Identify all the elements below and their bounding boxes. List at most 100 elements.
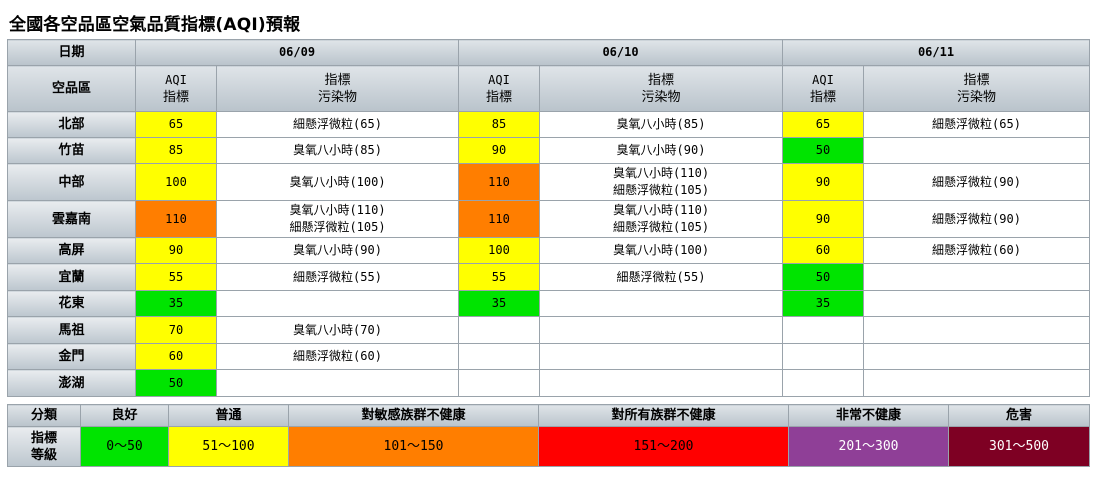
pollutant-cell: 細懸浮微粒(55) — [539, 263, 783, 291]
aqi-value-cell: 65 — [135, 111, 217, 138]
aqi-index-label: 指標 — [809, 89, 836, 105]
aqi-value-cell: 100 — [458, 237, 540, 264]
pollutant-cell: 臭氧八小時(100) — [216, 163, 459, 201]
aqi-value-cell — [782, 343, 864, 370]
pollutant-index-label: 指標 — [324, 72, 351, 88]
pollutant-cell — [863, 369, 1090, 397]
legend-level-range: 0～50 — [80, 426, 169, 467]
table-row: 北部 65 細懸浮微粒(65) 85 臭氧八小時(85) 65 細懸浮微粒(65) — [7, 111, 1090, 138]
legend-index-label-1: 指標 — [30, 430, 57, 446]
aqi-value-cell: 90 — [782, 200, 864, 238]
pollutant-column-header: 指標 污染物 — [216, 65, 459, 112]
aqi-value-cell: 50 — [782, 137, 864, 164]
legend-level-range: 51～100 — [168, 426, 289, 467]
pollutant-cell: 臭氧八小時(100) — [539, 237, 783, 264]
table-row: 宜蘭 55 細懸浮微粒(55) 55 細懸浮微粒(55) 50 — [7, 263, 1090, 291]
pollutant-cell — [863, 316, 1090, 344]
pollutant-cell: 臭氧八小時(110) 細懸浮微粒(105) — [216, 200, 459, 238]
aqi-value-cell — [458, 369, 540, 397]
pollutant-cell — [863, 290, 1090, 317]
column-header-row: 空品區 AQI 指標 指標 污染物 AQI 指標 指標 污染物 AQI 指標 指標 污染物 — [7, 65, 1090, 112]
forecast-body: 北部 65 細懸浮微粒(65) 85 臭氧八小時(85) 65 細懸浮微粒(65) 竹苗 85 臭… — [7, 111, 1090, 397]
aqi-label: AQI — [812, 72, 834, 87]
aqi-value-cell — [782, 369, 864, 397]
legend-category-label: 分類 — [7, 404, 81, 427]
pollutant-cell — [216, 369, 459, 397]
aqi-column-header: AQI 指標 — [458, 65, 540, 112]
pollutant-index-label: 指標 — [647, 72, 674, 88]
pollutant-cell — [863, 343, 1090, 370]
date-header: 06/10 — [458, 39, 783, 66]
pollutant-column-header: 指標 污染物 — [539, 65, 783, 112]
pollutant-cell — [863, 137, 1090, 164]
pollutant-cell: 臭氧八小時(85) — [216, 137, 459, 164]
aqi-value-cell: 110 — [458, 163, 540, 201]
pollutant-cell — [216, 290, 459, 317]
aqi-label: AQI — [165, 72, 187, 87]
aqi-value-cell: 55 — [135, 263, 217, 291]
legend-index-label: 指標 等級 — [7, 426, 81, 467]
region-name: 中部 — [7, 163, 136, 201]
pollutant-cell: 臭氧八小時(90) — [216, 237, 459, 264]
pollutant-cell: 細懸浮微粒(60) — [216, 343, 459, 370]
pollutant-index-label: 指標 — [963, 72, 990, 88]
pollutant-cell: 臭氧八小時(85) — [539, 111, 783, 138]
aqi-value-cell: 35 — [782, 290, 864, 317]
region-name: 宜蘭 — [7, 263, 136, 291]
aqi-legend-table: 分類 良好 普通 對敏感族群不健康 對所有族群不健康 非常不健康 危害 指標 等級 0～50… — [7, 404, 1090, 467]
pollutant-cell: 細懸浮微粒(90) — [863, 200, 1090, 238]
region-name: 高屏 — [7, 237, 136, 264]
pollutant-label: 污染物 — [317, 89, 357, 105]
date-header-row: 日期 06/09 06/10 06/11 — [7, 39, 1090, 66]
aqi-column-header: AQI 指標 — [782, 65, 864, 112]
date-header: 06/11 — [782, 39, 1090, 66]
legend-level-name: 非常不健康 — [788, 404, 949, 427]
pollutant-cell: 細懸浮微粒(65) — [216, 111, 459, 138]
pollutant-column-header: 指標 污染物 — [863, 65, 1090, 112]
legend-category-row: 分類 良好 普通 對敏感族群不健康 對所有族群不健康 非常不健康 危害 — [7, 404, 1090, 427]
pollutant-cell: 臭氧八小時(110) 細懸浮微粒(105) — [539, 163, 783, 201]
legend-range-row: 指標 等級 0～50 51～100 101～150 151～200 201～300 301～… — [7, 426, 1090, 467]
table-row: 竹苗 85 臭氧八小時(85) 90 臭氧八小時(90) 50 — [7, 137, 1090, 164]
aqi-column-header: AQI 指標 — [135, 65, 217, 112]
pollutant-cell: 細懸浮微粒(55) — [216, 263, 459, 291]
legend-level-name: 對敏感族群不健康 — [288, 404, 539, 427]
aqi-value-cell: 35 — [135, 290, 217, 317]
pollutant-cell: 細懸浮微粒(90) — [863, 163, 1090, 201]
table-row: 高屏 90 臭氧八小時(90) 100 臭氧八小時(100) 60 細懸浮微粒(60) — [7, 237, 1090, 264]
aqi-value-cell: 85 — [135, 137, 217, 164]
region-name: 北部 — [7, 111, 136, 138]
region-name: 澎湖 — [7, 369, 136, 397]
aqi-value-cell: 90 — [782, 163, 864, 201]
table-row: 花東 35 35 35 — [7, 290, 1090, 317]
pollutant-cell: 臭氧八小時(110) 細懸浮微粒(105) — [539, 200, 783, 238]
legend-level-name: 普通 — [168, 404, 289, 427]
aqi-value-cell — [458, 316, 540, 344]
pollutant-cell: 細懸浮微粒(60) — [863, 237, 1090, 264]
aqi-index-label: 指標 — [162, 89, 189, 105]
legend-level-range: 151～200 — [538, 426, 789, 467]
aqi-value-cell: 50 — [135, 369, 217, 397]
pollutant-cell — [539, 290, 783, 317]
region-name: 雲嘉南 — [7, 200, 136, 238]
aqi-value-cell: 90 — [135, 237, 217, 264]
aqi-value-cell: 70 — [135, 316, 217, 344]
pollutant-cell: 細懸浮微粒(65) — [863, 111, 1090, 138]
region-name: 竹苗 — [7, 137, 136, 164]
table-row: 澎湖 50 — [7, 369, 1090, 397]
aqi-value-cell: 90 — [458, 137, 540, 164]
aqi-value-cell: 60 — [135, 343, 217, 370]
aqi-value-cell — [458, 343, 540, 370]
aqi-index-label: 指標 — [485, 89, 512, 105]
legend-level-range: 101～150 — [288, 426, 539, 467]
table-row: 雲嘉南 110 臭氧八小時(110) 細懸浮微粒(105) 110 臭氧八小時(110)… — [7, 200, 1090, 238]
date-label: 日期 — [7, 39, 136, 66]
pollutant-cell — [539, 369, 783, 397]
aqi-value-cell: 110 — [458, 200, 540, 238]
aqi-value-cell: 100 — [135, 163, 217, 201]
pollutant-label: 污染物 — [956, 89, 996, 105]
pollutant-cell: 臭氧八小時(70) — [216, 316, 459, 344]
aqi-value-cell: 110 — [135, 200, 217, 238]
aqi-value-cell: 85 — [458, 111, 540, 138]
aqi-label: AQI — [488, 72, 510, 87]
